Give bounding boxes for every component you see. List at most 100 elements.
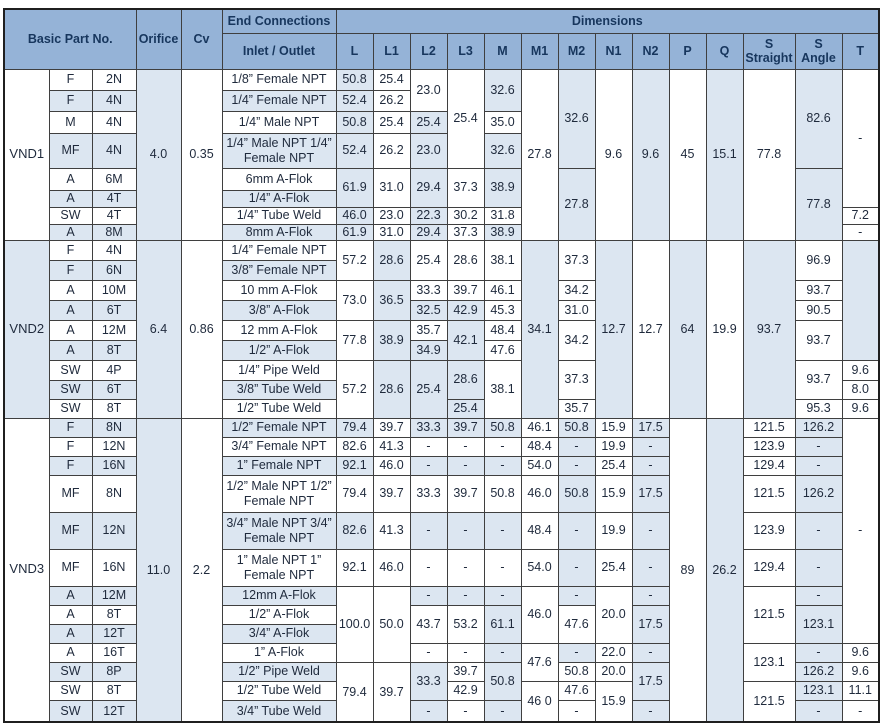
connection-cell: 1/4” Female NPT	[221, 239, 337, 261]
dim-cell-m2: 27.8	[557, 167, 596, 241]
dim-cell-l2: 23.0	[409, 132, 448, 169]
dim-cell-sa: -	[794, 455, 843, 476]
connection-cell: 1/4” Tube Weld	[221, 206, 337, 225]
dim-cell-n1: 12.7	[594, 239, 633, 419]
dim-cell-ss: 123.9	[742, 436, 796, 457]
dim-cell-m: 31.8	[483, 206, 522, 225]
dim-cell-l1: 28.6	[372, 239, 411, 281]
part-type-cell: F	[48, 436, 93, 457]
group-label: VND2	[3, 239, 50, 419]
part-size-cell: 6T	[91, 379, 137, 400]
part-size-cell: 2N	[91, 68, 137, 91]
connection-cell: 1” Male NPT 1” Female NPT	[221, 548, 337, 587]
part-type-cell: F	[48, 259, 93, 281]
table-row: A 12M 12mm A-Flok 100.0 50.0- - -46.0-20.0-121…	[4, 585, 879, 663]
dim-cell-n2: -	[631, 511, 670, 550]
part-type-cell: MF	[48, 474, 93, 513]
dim-cell-t: -	[841, 699, 880, 723]
dim-cell-l2: -	[409, 455, 448, 476]
table-row: A 12T 3/4” A-Flok	[4, 623, 879, 644]
dim-cell-t: 9.6	[841, 642, 880, 663]
dim-cell-l2: 33.3	[409, 279, 448, 301]
dim-cell-l2: 23.0	[409, 68, 448, 112]
connection-cell: 1/2” Pipe Weld	[221, 661, 337, 682]
header-dim-m1: M1	[520, 32, 559, 70]
dim-cell-t: -	[841, 68, 880, 208]
dim-cell-m: 48.4	[483, 319, 522, 341]
connection-cell: 1/2” Female NPT	[221, 417, 337, 438]
dim-cell-l1: 41.3	[372, 511, 411, 550]
table-row: SW 4T 1/4” Tube Weld 46.0 23.0 22.3 30.2 31.8 7.…	[4, 206, 880, 225]
part-type-cell: MF	[48, 132, 93, 169]
dim-cell-l1: 31.0	[372, 223, 411, 241]
connection-cell: 1” Female NPT	[221, 455, 337, 476]
part-type-cell: A	[48, 223, 93, 241]
table-row: F 6N 3/8” Female NPT	[4, 259, 879, 281]
table-row: A 6T 3/8” A-Flok 32.5 42.9 45.3 31.0 90.5	[4, 299, 879, 321]
dim-cell-n2: 12.7	[631, 239, 670, 419]
dim-cell-ss: 93.7	[742, 239, 796, 419]
dim-cell-m: 50.8	[483, 417, 522, 438]
header-dim-m2: M2	[557, 32, 596, 70]
header-dim-m: M	[483, 32, 522, 70]
dim-cell-m1: 34.1	[520, 239, 559, 419]
dim-cell-l3: -	[446, 455, 485, 476]
dim-cell-l1: 26.2	[372, 132, 411, 169]
dim-cell-sa: 77.8	[794, 167, 843, 241]
connection-cell: 3/8” Tube Weld	[221, 379, 337, 400]
dim-cell-l: 52.4	[335, 132, 374, 169]
connection-cell: 1/2” A-Flok	[221, 604, 337, 625]
dim-cell-m2: -	[557, 585, 596, 606]
dim-cell-l1: 50.0	[372, 585, 411, 663]
dim-cell-m: 50.8	[483, 661, 522, 701]
dim-cell-sa: 93.7	[794, 319, 843, 361]
part-type-cell: SW	[48, 680, 93, 701]
part-size-cell: 8N	[91, 474, 137, 513]
dim-cell-sa: -	[794, 585, 843, 606]
dim-cell-l1: 38.9	[372, 319, 411, 361]
dim-cell-ss: 121.5	[742, 474, 796, 513]
dim-cell-l: 46.0	[335, 206, 374, 225]
dim-cell-l3: 25.4	[446, 68, 485, 169]
dim-cell-n1: 9.6	[594, 68, 633, 241]
dim-cell-m2: 50.8	[557, 474, 596, 513]
part-type-cell: A	[48, 339, 93, 361]
part-type-cell: A	[48, 319, 93, 341]
part-size-cell: 4N	[91, 132, 137, 169]
part-size-cell: 16T	[91, 642, 137, 663]
connection-cell: 6mm A-Flok	[221, 167, 337, 191]
dim-cell-l2: -	[409, 436, 448, 457]
part-size-cell: 12T	[91, 623, 137, 644]
connection-cell: 1/2” Male NPT 1/2” Female NPT	[221, 474, 337, 513]
dim-cell-n2: -	[631, 585, 670, 606]
header-dim-n1: N1	[594, 32, 633, 70]
part-type-cell: F	[48, 239, 93, 261]
header-dim-l1: L1	[372, 32, 411, 70]
dim-cell-sa: -	[794, 548, 843, 587]
dim-cell-m2: -	[557, 699, 596, 723]
header-dim-p: P	[668, 32, 707, 70]
orifice-cell: 6.4	[135, 239, 182, 419]
dim-cell-sa: -	[794, 436, 843, 457]
cv-cell: 0.86	[180, 239, 223, 419]
orifice-cell: 11.0	[135, 417, 182, 723]
part-size-cell: 4N	[91, 89, 137, 112]
part-type-cell: SW	[48, 359, 93, 381]
part-size-cell: 12N	[91, 436, 137, 457]
dim-cell-n2: -	[631, 642, 670, 663]
dim-cell-ss: 129.4	[742, 455, 796, 476]
dim-cell-l3: 53.2	[446, 604, 485, 644]
dim-cell-n1: 20.0	[594, 661, 633, 682]
dim-cell-m1: 46 0	[520, 680, 559, 723]
table-row: VND3 F 8N 11.0 2.2 1/2” Female NPT 79.4 39.7 33.…	[3, 417, 880, 723]
dim-cell-m1: 54.0	[520, 548, 559, 587]
dim-cell-l: 100.0	[335, 585, 374, 663]
table-row: F 16N 1” Female NPT 92.1 46.0- - -54.0-25.4-12…	[4, 455, 879, 476]
dim-cell-n1: 25.4	[594, 455, 633, 476]
dim-cell-l2: 35.7	[409, 319, 448, 341]
group-label: VND3	[3, 417, 50, 723]
dim-cell-m2: -	[557, 548, 596, 587]
part-size-cell: 12N	[91, 511, 137, 550]
connection-cell: 1” A-Flok	[221, 642, 337, 663]
dim-cell-sa: -	[794, 642, 843, 663]
